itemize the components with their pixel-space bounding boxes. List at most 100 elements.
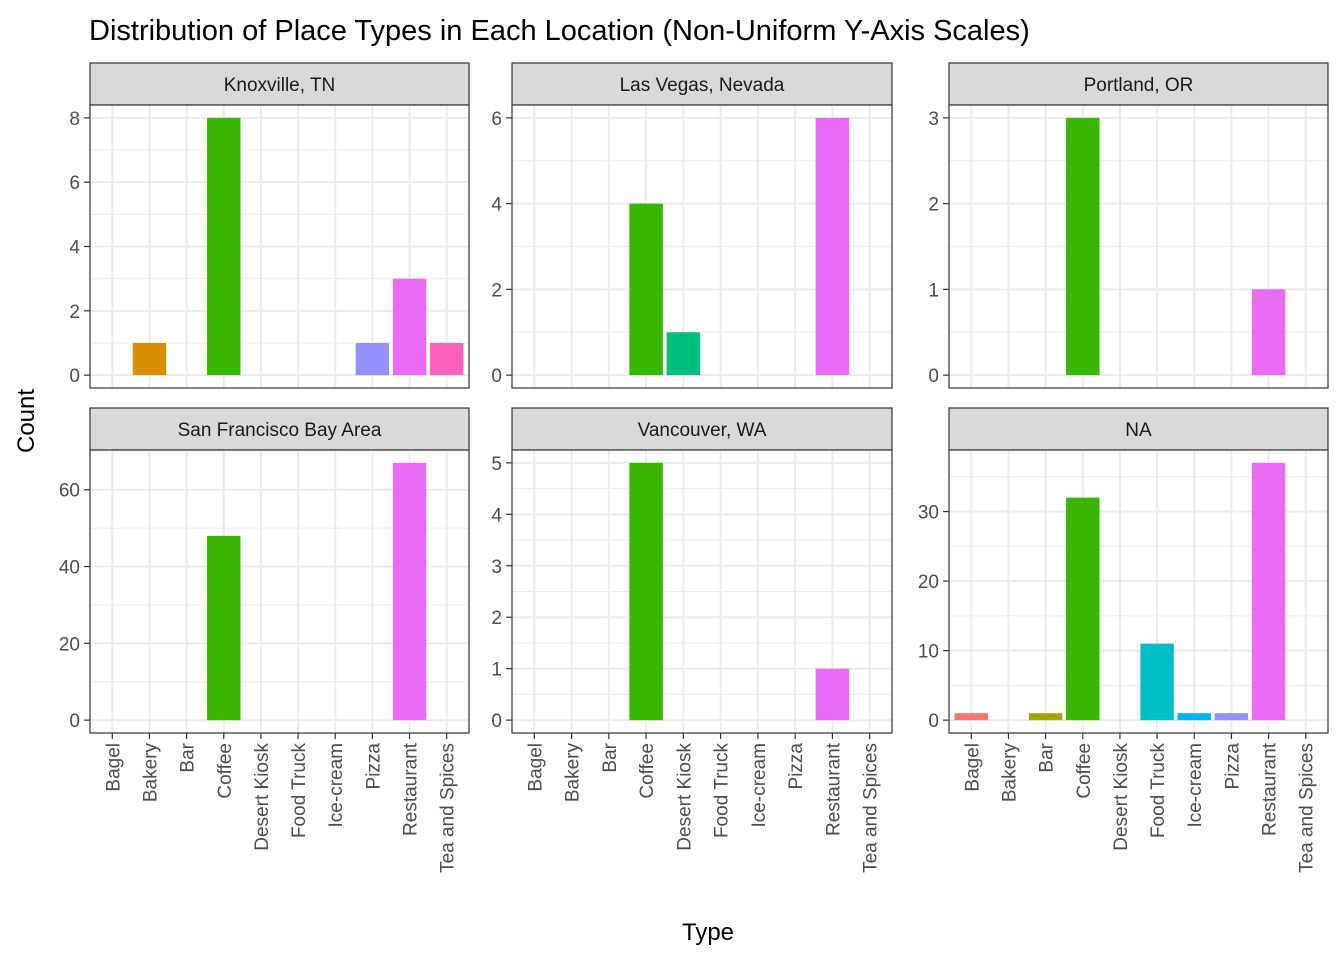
x-tick-label: Tea and Spices	[1297, 743, 1318, 873]
x-tick-label: Bagel	[103, 743, 124, 792]
bar-na-coffee	[1066, 497, 1100, 721]
panel-border	[948, 449, 1329, 734]
facet-label-portland-or: Portland, OR	[1084, 75, 1194, 96]
y-tick-label: 4	[491, 505, 502, 526]
bar-knoxville-tn-tea-and-spices	[429, 342, 464, 376]
x-tick-label: Desert Kiosk	[1111, 743, 1132, 851]
x-tick-label: Bagel	[525, 743, 546, 792]
facet-strip-vancouver-wa	[511, 407, 893, 451]
x-tick-label: Bar	[600, 742, 621, 772]
y-tick-label: 4	[491, 195, 502, 216]
x-tick-label: Food Truck	[1148, 743, 1169, 839]
y-tick-label: 20	[59, 634, 80, 655]
x-tick-label: Desert Kiosk	[674, 743, 695, 851]
bar-vancouver-wa-restaurant	[815, 668, 850, 721]
y-axis-label: Count	[13, 389, 40, 453]
facet-vancouver-wa: Vancouver, WA 0 1 2 3 4 5 Bagel Bakery Bar Coffee D…	[491, 407, 893, 873]
x-tick-label: Coffee	[637, 743, 658, 799]
y-tick-label: 1	[928, 280, 939, 301]
x-tick-label: Ice-cream	[326, 743, 347, 827]
x-tick-label: Coffee	[215, 743, 236, 799]
x-tick-label: Pizza	[363, 743, 384, 790]
bar-na-restaurant	[1251, 462, 1286, 721]
facet-panels: Knoxville, TN 0 2 4 6 8 Las Vegas, Nevada 0 2 4 6 P…	[59, 62, 1329, 873]
facet-san-francisco-bay-area: San Francisco Bay Area 0 20 40 60 Bagel Bakery…	[59, 407, 470, 873]
y-tick-label: 60	[59, 481, 80, 502]
facet-na: NA 0 10 20 30 Bagel Bakery Bar Coffee Desert Kios…	[918, 407, 1329, 873]
facet-label-vancouver-wa: Vancouver, WA	[638, 420, 767, 441]
bar-portland-or-restaurant	[1251, 289, 1286, 376]
bar-knoxville-tn-pizza	[355, 342, 390, 376]
facet-strip-las-vegas-nevada	[511, 62, 893, 106]
y-tick-label: 2	[69, 302, 80, 323]
y-tick-label: 6	[491, 109, 502, 130]
y-tick-label: 0	[928, 366, 939, 387]
facet-portland-or: Portland, OR 0 1 2 3	[928, 62, 1329, 389]
bar-las-vegas-nevada-desert-kiosk	[666, 332, 701, 376]
chart-title: Distribution of Place Types in Each Loca…	[89, 15, 1030, 47]
y-tick-label: 1	[491, 660, 502, 681]
x-axis-label: Type	[682, 919, 734, 946]
y-tick-label: 40	[59, 558, 80, 579]
panel-border	[948, 104, 1329, 389]
x-tick-label: Restaurant	[1260, 742, 1281, 836]
y-tick-label: 3	[928, 109, 939, 130]
y-tick-label: 4	[69, 238, 80, 259]
y-tick-label: 0	[69, 711, 80, 732]
facet-knoxville-tn: Knoxville, TN 0 2 4 6 8	[69, 62, 470, 389]
y-tick-label: 0	[69, 366, 80, 387]
facet-strip-knoxville-tn	[89, 62, 470, 106]
x-tick-label: Food Truck	[712, 743, 733, 839]
bar-portland-or-coffee	[1066, 117, 1100, 376]
bar-san-francisco-bay-area-coffee	[207, 535, 241, 721]
x-tick-label: Coffee	[1074, 743, 1095, 799]
facet-strip-san-francisco-bay-area	[89, 407, 470, 451]
bar-knoxville-tn-bakery	[132, 342, 167, 376]
y-tick-label: 0	[491, 711, 502, 732]
bar-knoxville-tn-restaurant	[392, 278, 427, 376]
bar-las-vegas-nevada-restaurant	[815, 117, 850, 376]
x-tick-label: Pizza	[786, 743, 807, 790]
facet-strip-na	[948, 407, 1329, 451]
y-tick-label: 2	[928, 195, 939, 216]
facet-label-na: NA	[1125, 420, 1152, 441]
y-tick-label: 5	[491, 454, 502, 475]
x-tick-label: Bakery	[140, 743, 161, 803]
y-tick-label: 20	[918, 572, 939, 593]
x-tick-label: Pizza	[1222, 743, 1243, 790]
bar-na-bar	[1028, 713, 1063, 721]
x-tick-label: Restaurant	[823, 742, 844, 836]
bar-na-ice-cream	[1177, 713, 1211, 721]
y-tick-label: 3	[491, 557, 502, 578]
x-tick-label: Bar	[178, 742, 199, 772]
bar-las-vegas-nevada-coffee	[629, 203, 663, 376]
bar-na-pizza	[1214, 713, 1249, 721]
y-tick-label: 30	[918, 503, 939, 524]
x-tick-label: Bakery	[999, 743, 1020, 803]
bar-san-francisco-bay-area-restaurant	[392, 462, 427, 721]
x-tick-label: Bakery	[563, 743, 584, 803]
x-tick-label: Restaurant	[401, 742, 422, 836]
y-tick-label: 10	[918, 642, 939, 663]
y-tick-label: 2	[491, 280, 502, 301]
facet-label-knoxville-tn: Knoxville, TN	[224, 75, 336, 96]
x-tick-label: Tea and Spices	[438, 743, 459, 873]
bar-knoxville-tn-coffee	[207, 117, 241, 376]
x-tick-label: Bar	[1037, 742, 1058, 772]
bar-na-bagel	[954, 713, 989, 721]
x-tick-label: Food Truck	[289, 743, 310, 839]
facet-strip-portland-or	[948, 62, 1329, 106]
bar-vancouver-wa-coffee	[629, 462, 663, 721]
y-tick-label: 6	[69, 173, 80, 194]
x-tick-label: Bagel	[962, 743, 983, 792]
y-tick-label: 2	[491, 608, 502, 629]
x-tick-label: Ice-cream	[1185, 743, 1206, 827]
facet-label-san-francisco-bay-area: San Francisco Bay Area	[178, 420, 382, 441]
x-tick-label: Ice-cream	[749, 743, 770, 827]
panel-border	[511, 449, 893, 734]
bar-na-food-truck	[1140, 643, 1174, 721]
y-tick-label: 0	[491, 366, 502, 387]
panel-border	[511, 104, 893, 389]
facet-label-las-vegas-nevada: Las Vegas, Nevada	[620, 75, 785, 96]
